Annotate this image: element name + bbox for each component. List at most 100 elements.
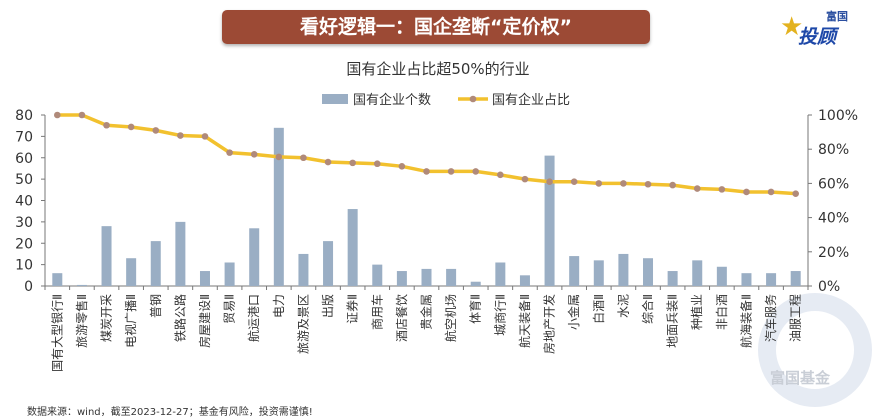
point-证券Ⅱ (349, 159, 356, 167)
x-tick-label: 贸易Ⅱ (223, 294, 237, 324)
x-tick-label: 体育Ⅱ (468, 294, 483, 324)
bar-航运港口 (249, 228, 260, 286)
y-left-tick-label: 0 (24, 279, 33, 295)
x-tick-label: 旅游及景区 (296, 294, 310, 354)
bar-旅游零售Ⅱ (76, 284, 87, 286)
bar-普钢 (150, 241, 161, 286)
bar-综合Ⅱ (643, 258, 654, 286)
x-tick-label: 房屋建设Ⅱ (197, 294, 212, 348)
bar-商用车 (372, 264, 383, 286)
title-banner: 看好逻辑一：国企垄断“定价权” (222, 10, 650, 44)
point-航运港口 (250, 151, 258, 158)
x-tick-label: 白酒Ⅱ (591, 294, 606, 324)
source-note: 数据来源：wind，截至2023-12-27；基金有风险，投资需谨慎! (27, 407, 313, 418)
x-tick-label: 普钢 (149, 294, 163, 318)
bar-汽车服务 (766, 273, 777, 286)
bar-旅游及景区 (298, 253, 309, 286)
point-贸易Ⅱ (226, 149, 233, 156)
y-left-tick-label: 80 (15, 108, 33, 124)
x-tick-label: 航海装备Ⅱ (738, 294, 753, 348)
bar-贵金属 (421, 268, 432, 286)
point-城商行Ⅱ (497, 171, 504, 179)
bar-非白酒 (716, 266, 727, 286)
bar-电视广播Ⅱ (126, 258, 137, 286)
bar-航海装备Ⅱ (741, 273, 752, 286)
x-tick-label: 航运港口 (246, 294, 261, 342)
point-出版 (324, 158, 332, 166)
bar-白酒Ⅱ (593, 260, 604, 286)
point-地面兵装Ⅱ (669, 181, 676, 189)
point-白酒Ⅱ (595, 180, 603, 187)
point-国有大型银行Ⅱ (54, 111, 61, 119)
legend-bar-swatch (322, 94, 348, 104)
point-商用车 (373, 160, 381, 168)
bar-航天装备Ⅱ (519, 275, 530, 286)
point-种植业 (693, 185, 701, 192)
point-煤炭开采 (103, 121, 110, 129)
watermark-text: 富国基金 (770, 369, 831, 387)
legend-line-marker (469, 95, 477, 103)
brand-logo: ★ 富国 投顾 (776, 6, 866, 48)
point-铁路公路 (177, 132, 184, 139)
bar-城商行Ⅱ (495, 262, 506, 286)
point-酒店餐饮 (398, 163, 406, 170)
bar-证券Ⅱ (347, 209, 358, 286)
x-tick-label: 城商行Ⅱ (492, 294, 507, 336)
y-left-tick-label: 20 (15, 236, 33, 252)
y-left-tick-label: 60 (15, 151, 33, 167)
y-right-tick-label: 80% (818, 142, 849, 158)
chart-title: 国有企业占比超50%的行业 (346, 60, 530, 78)
bar-国有大型银行Ⅱ (52, 273, 63, 286)
x-tick-label: 酒店餐饮 (394, 294, 409, 342)
legend-line-label: 国有企业占比 (492, 92, 570, 108)
point-小金属 (570, 178, 578, 185)
x-tick-label: 煤炭开采 (100, 294, 114, 342)
point-航海装备Ⅱ (743, 188, 750, 196)
logo-text-1: 富国 (826, 10, 848, 23)
x-tick-label: 证券Ⅱ (345, 294, 360, 324)
x-tick-label: 汽车服务 (763, 294, 778, 342)
bar-房地产开发 (544, 155, 555, 286)
point-汽车服务 (767, 188, 775, 196)
point-水泥 (620, 180, 627, 187)
x-tick-label: 电视广播Ⅱ (123, 294, 138, 348)
y-left-tick-label: 10 (15, 258, 33, 274)
logo-text-2: 投顾 (798, 26, 837, 48)
y-right-tick-label: 20% (818, 245, 849, 261)
y-right-tick-label: 100% (818, 108, 858, 124)
bar-种植业 (692, 260, 703, 286)
y-right-tick-label: 60% (818, 176, 849, 192)
x-tick-label: 国有大型银行Ⅱ (50, 294, 64, 372)
x-tick-label: 种植业 (689, 294, 704, 330)
bar-电力 (273, 127, 284, 286)
point-综合Ⅱ (644, 180, 652, 188)
x-tick-label: 出版 (321, 294, 335, 318)
bar-水泥 (618, 253, 629, 286)
bar-煤炭开采 (101, 226, 112, 286)
x-tick-label: 非白酒 (714, 294, 729, 330)
bar-贸易Ⅱ (224, 262, 235, 286)
x-tick-label: 房地产开发 (542, 294, 557, 354)
y-left-tick-label: 30 (15, 215, 33, 231)
y-right-tick-label: 40% (818, 211, 849, 227)
x-tick-label: 地面兵装Ⅱ (666, 294, 680, 348)
bar-房屋建设Ⅱ (199, 271, 210, 286)
star-icon: ★ (780, 12, 804, 42)
line-ratio (57, 113, 796, 196)
point-贵金属 (423, 168, 430, 175)
bar-体育Ⅱ (470, 281, 481, 286)
x-tick-label: 油服工程 (788, 294, 803, 342)
x-tick-label: 综合Ⅱ (640, 294, 655, 324)
legend-bar-label: 国有企业个数 (353, 92, 431, 108)
bar-航空机场 (446, 268, 457, 286)
bar-铁路公路 (175, 221, 186, 286)
watermark-ring (758, 293, 872, 407)
point-电视广播Ⅱ (127, 123, 135, 131)
point-航空机场 (447, 168, 455, 175)
y-left-tick-label: 70 (15, 129, 33, 145)
x-tick-label: 旅游零售Ⅱ (74, 294, 89, 348)
point-旅游及景区 (300, 154, 307, 162)
point-体育Ⅱ (472, 168, 480, 175)
point-非白酒 (718, 186, 726, 193)
